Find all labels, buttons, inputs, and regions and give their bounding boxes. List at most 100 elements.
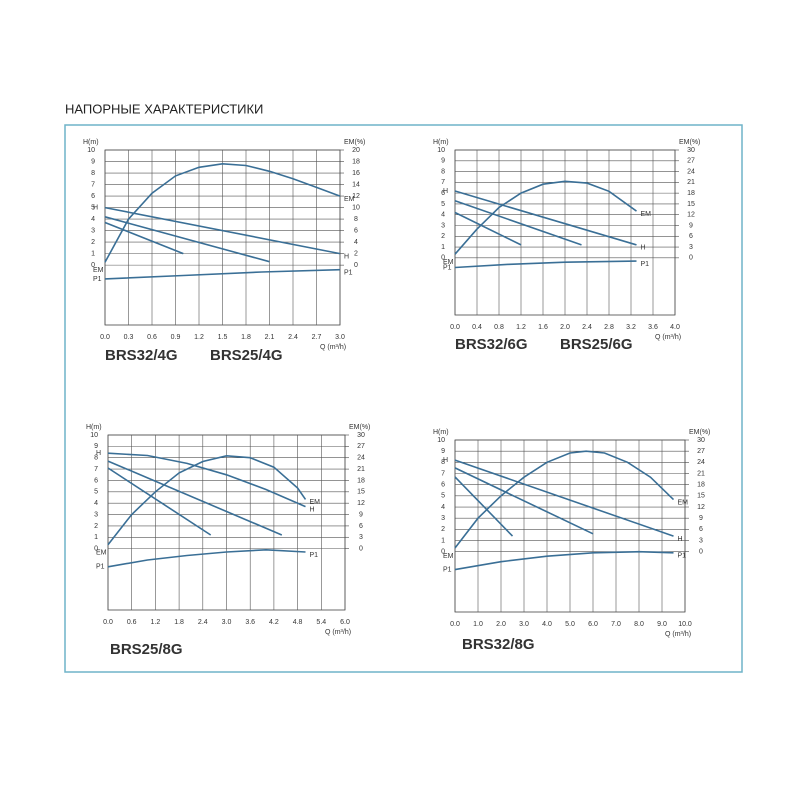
y-tick-label: 8 (441, 459, 445, 466)
curve (454, 190, 637, 246)
y2-tick-label: 8 (354, 216, 358, 223)
x-axis-title: Q (m³/h) (325, 629, 351, 636)
y2-tick-label: 24 (697, 459, 705, 466)
y-tick-label: 0 (441, 549, 445, 556)
y-tick-label: 3 (94, 511, 98, 518)
y-tick-label: 4 (91, 216, 95, 223)
x-tick-label: 3.6 (648, 324, 658, 331)
x-tick-label: 0.4 (472, 324, 482, 331)
curve (454, 476, 514, 537)
x-tick-label: 0.0 (103, 619, 113, 626)
y2-tick-label: 30 (687, 147, 695, 154)
y2-tick-label: 9 (359, 511, 363, 518)
x-tick-label: 5.0 (565, 621, 575, 628)
curve-label: EM (443, 259, 454, 266)
y2-tick-label: 18 (357, 477, 365, 484)
page-title: НАПОРНЫЕ ХАРАКТЕРИСТИКИ (65, 101, 263, 116)
x-tick-label: 2.8 (604, 324, 614, 331)
y2-tick-label: 18 (697, 482, 705, 489)
y-tick-label: 7 (94, 466, 98, 473)
frame (64, 124, 743, 673)
curve (454, 467, 594, 535)
y2-axis-title: EM(%) (349, 424, 370, 431)
x-tick-label: 3.0 (519, 621, 529, 628)
y2-tick-label: 14 (352, 181, 360, 188)
curve-label: P1 (443, 566, 452, 573)
x-tick-label: 2.0 (560, 324, 570, 331)
curve (454, 211, 522, 246)
model-name: BRS25/6G (560, 336, 633, 353)
y2-tick-label: 9 (699, 515, 703, 522)
y-axis-title: H(m) (86, 424, 102, 431)
y-axis-title: H(m) (433, 429, 449, 436)
x-tick-label: 2.4 (288, 334, 298, 341)
y-tick-label: 10 (87, 147, 95, 154)
y2-tick-label: 3 (699, 537, 703, 544)
curve-label: P1 (310, 552, 319, 559)
y-tick-label: 5 (91, 204, 95, 211)
curve-label: EM (93, 267, 104, 274)
curve-label: H (96, 450, 101, 457)
y2-tick-label: 30 (697, 437, 705, 444)
y2-tick-label: 15 (687, 201, 695, 208)
curve (104, 268, 341, 280)
x-tick-label: 4.8 (293, 619, 303, 626)
curve-label: P1 (96, 564, 105, 571)
y-tick-label: 7 (441, 179, 445, 186)
curve-label: EM (344, 196, 355, 203)
curve-label: H (443, 457, 448, 464)
y-tick-label: 6 (441, 482, 445, 489)
x-tick-label: 2.4 (198, 619, 208, 626)
curve (454, 199, 582, 246)
y2-tick-label: 0 (354, 262, 358, 269)
y2-tick-label: 6 (689, 233, 693, 240)
y2-tick-label: 12 (687, 212, 695, 219)
curve-label: P1 (93, 276, 102, 283)
x-tick-label: 0.0 (450, 324, 460, 331)
y2-tick-label: 6 (699, 526, 703, 533)
model-name: BRS32/4G (105, 347, 178, 364)
y-tick-label: 8 (94, 455, 98, 462)
x-tick-label: 0.6 (127, 619, 137, 626)
x-tick-label: 1.6 (538, 324, 548, 331)
x-tick-label: 1.8 (241, 334, 251, 341)
curve-label: EM (641, 211, 652, 218)
curve-label: H (641, 245, 646, 252)
y2-tick-label: 27 (687, 158, 695, 165)
curve-label: H (310, 506, 315, 513)
curve (107, 460, 283, 536)
x-tick-label: 0.3 (124, 334, 134, 341)
x-tick-label: 4.0 (670, 324, 680, 331)
y2-tick-label: 12 (697, 504, 705, 511)
y-axis-title: H(m) (433, 139, 449, 146)
y-tick-label: 10 (437, 147, 445, 154)
y-axis-title: H(m) (83, 139, 99, 146)
y-tick-label: 7 (441, 470, 445, 477)
x-tick-label: 3.2 (626, 324, 636, 331)
y-tick-label: 5 (94, 489, 98, 496)
x-tick-label: 0.0 (450, 621, 460, 628)
y-tick-label: 0 (441, 255, 445, 262)
x-tick-label: 0.8 (494, 324, 504, 331)
y2-tick-label: 12 (357, 500, 365, 507)
y2-tick-label: 18 (687, 190, 695, 197)
y2-tick-label: 6 (359, 523, 363, 530)
curve (454, 459, 674, 537)
y2-tick-label: 0 (359, 545, 363, 552)
model-name: BRS32/8G (462, 636, 535, 653)
y-tick-label: 8 (91, 170, 95, 177)
x-tick-label: 1.0 (473, 621, 483, 628)
x-tick-label: 3.0 (222, 619, 232, 626)
x-tick-label: 0.6 (147, 334, 157, 341)
x-tick-label: 6.0 (340, 619, 350, 626)
x-tick-label: 8.0 (634, 621, 644, 628)
curve-label: P1 (344, 270, 353, 277)
y-tick-label: 3 (91, 227, 95, 234)
curve (454, 260, 637, 269)
x-axis-title: Q (m³/h) (320, 344, 346, 351)
curve (107, 548, 306, 568)
y-tick-label: 2 (94, 523, 98, 530)
y-tick-label: 5 (441, 493, 445, 500)
model-name: BRS25/8G (110, 641, 183, 658)
curve-label: P1 (678, 553, 687, 560)
